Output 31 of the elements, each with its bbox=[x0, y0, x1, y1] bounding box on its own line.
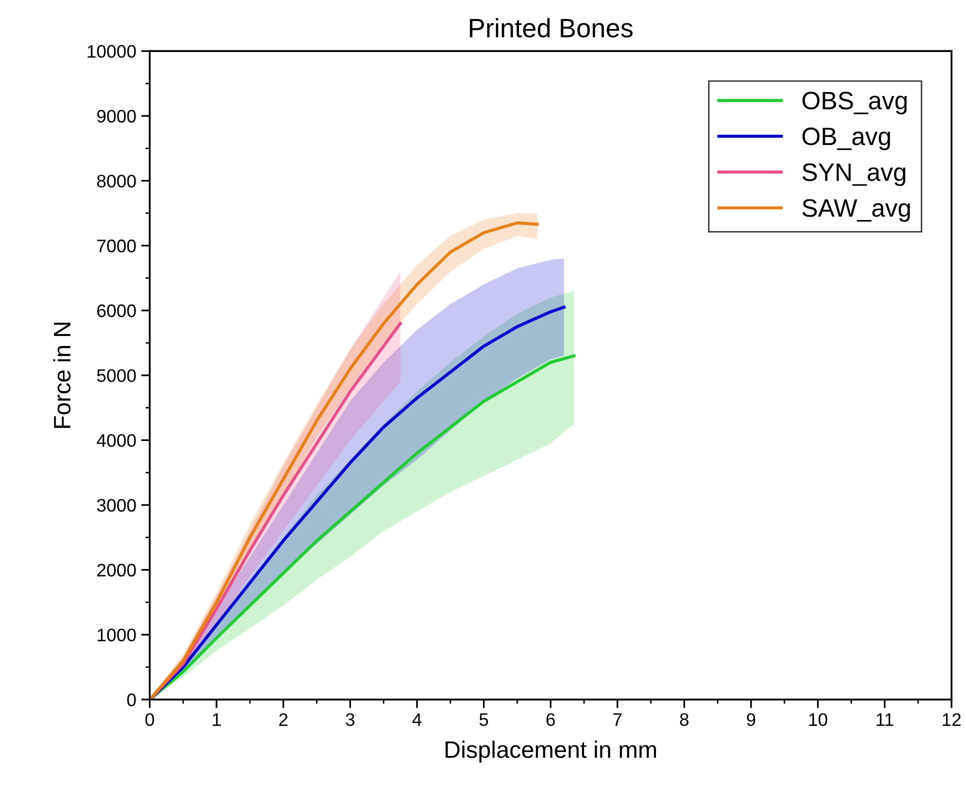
y-tick-label: 1000 bbox=[98, 628, 136, 642]
x-tick-label: 12 bbox=[942, 713, 961, 726]
y-tick-label: 2000 bbox=[97, 564, 136, 577]
y-tick-label: 7000 bbox=[97, 240, 136, 252]
y-axis-title: Force in N bbox=[53, 322, 71, 428]
x-tick-label: 4 bbox=[412, 713, 422, 726]
y-tick-label: 10000 bbox=[88, 45, 136, 58]
x-tick-label: 7 bbox=[613, 713, 622, 726]
legend-label: OB_avg bbox=[802, 128, 890, 150]
x-axis-title: Displacement in mm bbox=[446, 740, 656, 763]
x-tick-label: 11 bbox=[876, 713, 894, 726]
x-tick-label: 3 bbox=[346, 713, 354, 726]
x-tick-label: 10 bbox=[809, 713, 828, 726]
legend-label: OBS_avg bbox=[802, 92, 907, 114]
y-tick-label: 9000 bbox=[97, 110, 136, 123]
legend-label: SYN_avg bbox=[802, 163, 906, 186]
x-tick-label: 0 bbox=[145, 713, 154, 726]
x-tick-label: 8 bbox=[680, 713, 688, 726]
chart-title: Printed Bones bbox=[470, 18, 633, 38]
x-tick-label: 6 bbox=[546, 713, 555, 726]
y-tick-label: 8000 bbox=[97, 174, 136, 188]
legend-label: SAW_avg bbox=[802, 199, 910, 222]
y-tick-label: 4000 bbox=[96, 434, 136, 447]
y-tick-label: 5000 bbox=[97, 369, 136, 382]
y-tick-label: 0 bbox=[127, 693, 136, 706]
x-tick-label: 2 bbox=[279, 713, 288, 726]
y-tick-label: 6000 bbox=[97, 304, 136, 318]
y-tick-label: 3000 bbox=[97, 498, 136, 512]
x-tick-label: 1 bbox=[212, 713, 221, 726]
x-tick-label: 5 bbox=[480, 713, 488, 726]
x-tick-label: 9 bbox=[746, 713, 756, 726]
